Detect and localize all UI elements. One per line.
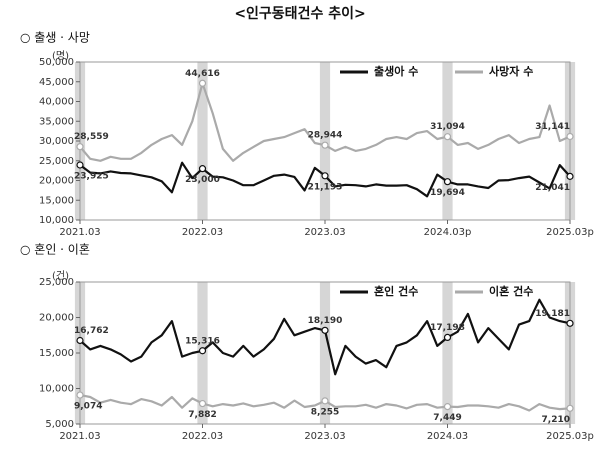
value-label: 21,193: [308, 182, 343, 192]
y-tick-label: 15,000: [39, 195, 74, 206]
x-tick-label: 2023.03: [304, 227, 345, 238]
highlight-band: [442, 282, 453, 424]
point-marker: [76, 391, 84, 399]
point-marker: [321, 141, 329, 149]
point-marker: [443, 403, 452, 411]
y-tick-label: 20,000: [39, 176, 74, 187]
x-tick-label: 2025.03p: [546, 431, 594, 442]
legend-label: 혼인 건수: [374, 284, 418, 298]
y-tick-label: 5,000: [45, 419, 74, 430]
value-label: 23,925: [74, 171, 109, 181]
point-marker: [321, 172, 329, 180]
y-tick-label: 50,000: [39, 57, 74, 68]
highlight-band: [319, 282, 331, 424]
legend-label: 출생아 수: [374, 64, 418, 78]
point-marker: [76, 143, 84, 151]
value-label: 18,190: [308, 316, 343, 326]
x-tick-label: 2025.03p: [546, 227, 594, 238]
point-marker: [443, 178, 452, 186]
x-tick-label: 2022.03: [182, 227, 223, 238]
y-tick-label: 15,000: [39, 348, 74, 359]
value-label: 21,041: [535, 183, 570, 193]
point-marker: [321, 397, 329, 405]
point-marker: [76, 161, 84, 169]
value-label: 7,882: [188, 410, 216, 420]
highlight-band: [442, 62, 453, 220]
value-label: 23,000: [185, 175, 220, 185]
section-title: ○ 출생 · 사망: [20, 31, 90, 45]
value-label: 19,694: [430, 188, 465, 198]
y-tick-label: 35,000: [39, 116, 74, 127]
value-label: 28,559: [74, 132, 109, 142]
value-label: 31,141: [535, 122, 570, 132]
x-tick-label: 2022.03: [182, 431, 223, 442]
value-label: 15,316: [185, 336, 220, 346]
point-marker: [566, 172, 574, 180]
point-marker: [566, 404, 574, 412]
unit-label: (명): [52, 50, 69, 62]
x-tick-label: 2021.03: [59, 431, 100, 442]
point-marker: [566, 132, 574, 141]
y-tick-label: 30,000: [39, 136, 74, 147]
y-tick-label: 10,000: [39, 215, 74, 226]
point-marker: [76, 336, 84, 345]
value-label: 7,449: [433, 413, 461, 423]
point-marker: [198, 399, 207, 408]
y-tick-label: 25,000: [39, 156, 74, 167]
value-label: 8,255: [311, 407, 339, 417]
unit-label: (건): [52, 270, 69, 282]
highlight-band: [197, 62, 208, 220]
x-tick-label: 2024.03: [427, 431, 468, 442]
point-marker: [321, 326, 329, 334]
value-label: 28,944: [308, 131, 343, 141]
point-marker: [443, 133, 452, 141]
value-label: 31,094: [430, 122, 465, 132]
x-tick-label: 2021.03: [59, 227, 100, 238]
value-label: 7,210: [542, 415, 570, 425]
point-marker: [198, 347, 207, 355]
point-marker: [566, 319, 574, 327]
value-label: 19,181: [535, 309, 570, 319]
point-marker: [198, 79, 207, 87]
value-label: 9,074: [74, 402, 102, 412]
y-tick-label: 45,000: [39, 77, 74, 88]
x-tick-label: 2024.03p: [424, 227, 472, 238]
value-label: 17,198: [430, 323, 465, 333]
section-title: ○ 혼인 · 이혼: [20, 243, 90, 257]
x-tick-label: 2023.03: [304, 431, 345, 442]
y-tick-label: 40,000: [39, 97, 74, 108]
legend-label: 사망자 수: [489, 64, 533, 78]
legend-label: 이혼 건수: [489, 284, 533, 298]
y-tick-label: 25,000: [39, 277, 74, 288]
highlight-band: [319, 62, 331, 220]
point-marker: [443, 333, 452, 341]
value-label: 44,616: [185, 69, 220, 79]
y-tick-label: 20,000: [39, 313, 74, 324]
page-title: <인구동태건수 추이>: [234, 5, 365, 22]
y-tick-label: 10,000: [39, 384, 74, 395]
point-marker: [198, 165, 207, 173]
value-label: 16,762: [74, 326, 109, 336]
